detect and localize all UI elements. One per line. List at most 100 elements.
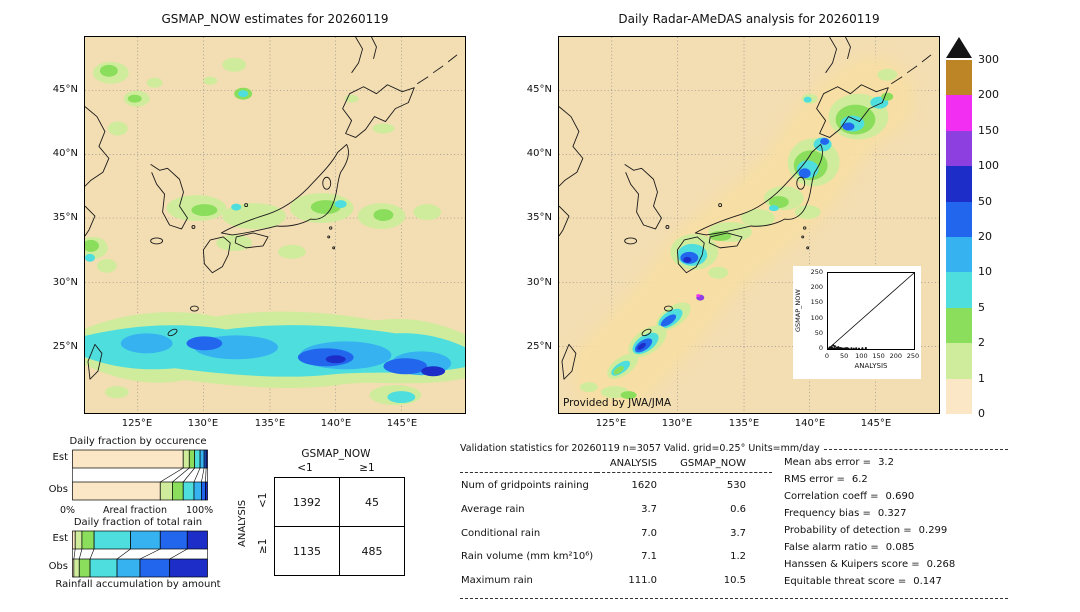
stats-row-label: Num of gridpoints raining	[461, 479, 589, 491]
fraction-bar-segment	[74, 530, 83, 550]
right-map-title: Daily Radar-AMeDAS analysis for 20260119	[618, 12, 880, 26]
contingency-col-ge1: ≥1	[359, 462, 375, 474]
stats-title-bar: Validation statistics for 20260119 n=305…	[460, 443, 1008, 454]
scatter-point	[855, 347, 858, 350]
contingency-row-ge1: ≥1	[257, 538, 269, 554]
skill-metric-value: 3.2	[878, 457, 894, 468]
fraction-bar-segment	[186, 530, 208, 550]
fraction-fan-line	[201, 467, 205, 483]
colorbar-segment	[946, 343, 972, 379]
scatter-point	[844, 347, 847, 350]
areal-fraction-min-label: 0%	[60, 505, 76, 516]
fraction-fan-line	[169, 548, 188, 560]
stats-col-gsmap: GSMAP_NOW	[671, 457, 772, 473]
skill-metric-label: Hanssen & Kuipers score =	[784, 559, 920, 570]
inset-x-tick-label: 150	[872, 352, 885, 360]
stats-row-label: Rain volume (mm km²10⁶)	[461, 551, 594, 563]
stats-table-row: Num of gridpoints raining 1620 530	[460, 473, 772, 498]
japan-coastlines	[85, 37, 458, 380]
inset-diagonal-line	[827, 272, 915, 350]
inset-x-axis-label: ANALYSIS	[854, 362, 888, 370]
longitude-tick-label: 145°E	[386, 418, 418, 429]
fraction-fan-line	[139, 548, 161, 560]
right-map-frame: Provided by JWA/JMA GSMAP_NOW 0 50 100 150 2…	[558, 36, 940, 414]
latitude-tick-label: 45°N	[526, 84, 552, 95]
inset-x-tick-label: 50	[840, 352, 849, 360]
gsmap-precipitation-shading	[85, 57, 465, 406]
colorbar-tick-label: 10	[978, 265, 992, 279]
longitude-tick-label: 140°E	[320, 418, 352, 429]
stats-row-label: Maximum rain	[461, 575, 533, 587]
occurrence-title: Daily fraction by occurence	[69, 436, 207, 447]
contingency-row-lt1: <1	[257, 492, 269, 508]
colorbar-tick-label: 20	[978, 230, 992, 243]
latitude-tick-label: 40°N	[52, 148, 78, 159]
fraction-bar-segment	[182, 481, 195, 501]
right-map-lon-labels: 125°E 130°E 135°E 140°E 145°E	[558, 417, 940, 431]
skill-metric-label: Equitable threat score =	[784, 576, 907, 587]
skill-metric: Frequency bias = 0.327	[784, 508, 1008, 525]
longitude-tick-label: 130°E	[661, 418, 693, 429]
inset-y-tick-label: 150	[810, 298, 823, 307]
fraction-bar-segment	[201, 481, 206, 501]
stats-analysis-value: 3.7	[641, 503, 657, 515]
fraction-bar-segment	[78, 558, 91, 578]
contingency-row-axis-label: ANALYSIS	[237, 499, 248, 547]
longitude-tick-label: 135°E	[254, 418, 286, 429]
skill-metric-label: False alarm ratio =	[784, 542, 879, 553]
fraction-bar-segment	[139, 558, 171, 578]
scatter-point	[864, 346, 867, 350]
fraction-bar-segment	[130, 530, 161, 550]
fraction-bar-segment	[73, 558, 80, 578]
fraction-fan-line	[193, 467, 201, 483]
longitude-tick-label: 130°E	[187, 418, 219, 429]
dashed-rule	[823, 448, 1008, 450]
total-rain-bars	[72, 530, 208, 578]
skill-metric: Probability of detection = 0.299	[784, 525, 1008, 542]
colorbar-segments	[946, 60, 972, 415]
skill-metric-label: Mean abs error =	[784, 457, 872, 468]
contingency-cell-hit-dry: 1392	[274, 477, 340, 527]
fraction-bar-segment	[169, 558, 208, 578]
skill-metric-value: 0.327	[877, 508, 907, 519]
fraction-bar-segment	[159, 530, 188, 550]
fraction-bar-segment	[159, 481, 173, 501]
longitude-tick-label: 140°E	[794, 418, 826, 429]
stats-row-label: Conditional rain	[461, 527, 541, 539]
fraction-bar-segment	[72, 530, 76, 550]
stats-table-row: Average rain 3.7 0.6	[460, 497, 772, 521]
inset-y-ticks: 0 50 100 150 200 250	[803, 268, 825, 352]
inset-plot-area	[827, 272, 915, 351]
stats-header-row: ANALYSIS GSMAP_NOW	[460, 457, 772, 473]
colorbar-tick-label: 2	[978, 336, 985, 350]
fraction-bar-segment	[172, 481, 184, 501]
stats-table-body: Num of gridpoints raining 1620 530 Average …	[460, 473, 772, 594]
fraction-fan-line	[78, 548, 83, 560]
areal-fraction-axis-label: Areal fraction	[102, 505, 167, 516]
skill-metric-value: 0.085	[885, 542, 915, 553]
fraction-bar-segment	[188, 449, 196, 469]
colorbar-tick-labels: 300 200 150 100 50 20 10 5 2 1 0	[978, 36, 1022, 420]
inset-y-tick-label: 250	[810, 268, 823, 276]
fraction-fan-line	[160, 467, 184, 483]
skill-metric-value: 0.268	[926, 559, 956, 570]
scatter-point	[850, 347, 853, 350]
longitude-tick-label: 145°E	[860, 418, 892, 429]
inset-scatter-svg	[827, 272, 915, 351]
stats-table-row: Conditional rain 7.0 3.7	[460, 521, 772, 545]
skill-metric-label: Frequency bias =	[784, 508, 871, 519]
colorbar-tick-label: 200	[978, 88, 999, 102]
inset-y-tick-label: 200	[810, 283, 823, 292]
total-rain-est-label: Est	[52, 533, 68, 544]
fraction-bar-segment	[205, 449, 208, 469]
total-rain-footer-label: Rainfall accumulation by amount	[55, 579, 221, 590]
stats-gsmap-value: 1.2	[730, 551, 746, 563]
fraction-bar-segment	[93, 530, 131, 550]
skill-metric-label: Correlation coeff =	[784, 491, 879, 502]
colorbar-segment	[946, 60, 972, 96]
colorbar-overflow-triangle	[946, 37, 972, 58]
colorbar-segment	[946, 130, 972, 167]
fraction-bar-segment	[182, 449, 190, 469]
latitude-tick-label: 45°N	[52, 84, 78, 95]
fraction-fan-line	[73, 548, 76, 560]
